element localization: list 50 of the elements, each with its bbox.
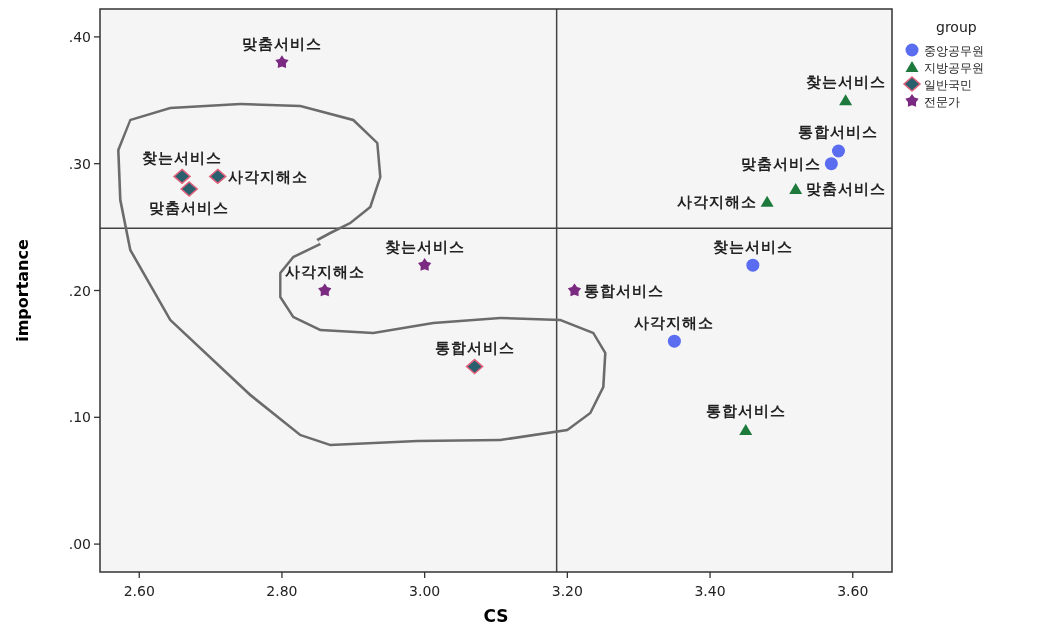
y-tick-label: .20	[68, 282, 91, 299]
point	[465, 358, 484, 375]
point	[180, 181, 198, 197]
point	[746, 258, 760, 272]
point	[275, 55, 289, 68]
annotation: 통합서비스	[434, 338, 515, 357]
point	[760, 195, 774, 207]
annotation: 통합서비스	[798, 123, 879, 142]
annotation: 통합서비스	[705, 402, 786, 421]
annotation: 맞춤서비스	[149, 199, 230, 218]
point	[831, 144, 845, 158]
legend-label: 전문가	[924, 95, 960, 109]
annotation: 찾는서비스	[384, 237, 465, 256]
point	[418, 258, 432, 271]
annotation: 맞춤서비스	[805, 180, 886, 199]
annotation: 찾는서비스	[805, 72, 886, 91]
y-tick-label: .00	[68, 536, 91, 553]
x-tick-label: 3.60	[837, 583, 869, 599]
annotation: 사각지해소	[634, 313, 715, 332]
point	[739, 423, 753, 435]
point	[839, 94, 853, 106]
annotation: 찾는서비스	[142, 148, 223, 167]
y-axis-title: importance	[13, 239, 32, 342]
point	[789, 183, 803, 195]
annotation: 사각지해소	[677, 193, 758, 212]
annotation: 맞춤서비스	[741, 155, 822, 174]
annotation: 맞춤서비스	[241, 34, 322, 53]
legend-label: 중앙공무원	[924, 44, 984, 58]
y-tick-label: .10	[68, 409, 91, 426]
legend-label: 지방공무원	[924, 61, 984, 75]
legend-title: group	[936, 19, 977, 35]
point	[173, 168, 191, 185]
x-tick-label: 3.40	[694, 583, 726, 599]
annotation: 통합서비스	[584, 281, 665, 300]
x-tick-label: 3.00	[409, 583, 441, 599]
y-tick-label: .40	[68, 28, 91, 45]
annotation: 찾는서비스	[712, 237, 793, 256]
annotation: 사각지해소	[227, 167, 308, 186]
point	[567, 283, 582, 297]
x-tick-label: 2.80	[266, 583, 298, 599]
annotation: 사각지해소	[284, 262, 365, 281]
x-tick-label: 2.60	[123, 583, 155, 599]
point	[824, 157, 838, 171]
y-tick-label: .30	[68, 155, 91, 172]
point	[667, 334, 681, 348]
point	[318, 283, 332, 297]
legend-label: 일반국민	[924, 78, 972, 92]
x-axis-title: CS	[483, 606, 509, 626]
x-tick-label: 3.20	[551, 583, 583, 599]
point	[208, 168, 227, 185]
